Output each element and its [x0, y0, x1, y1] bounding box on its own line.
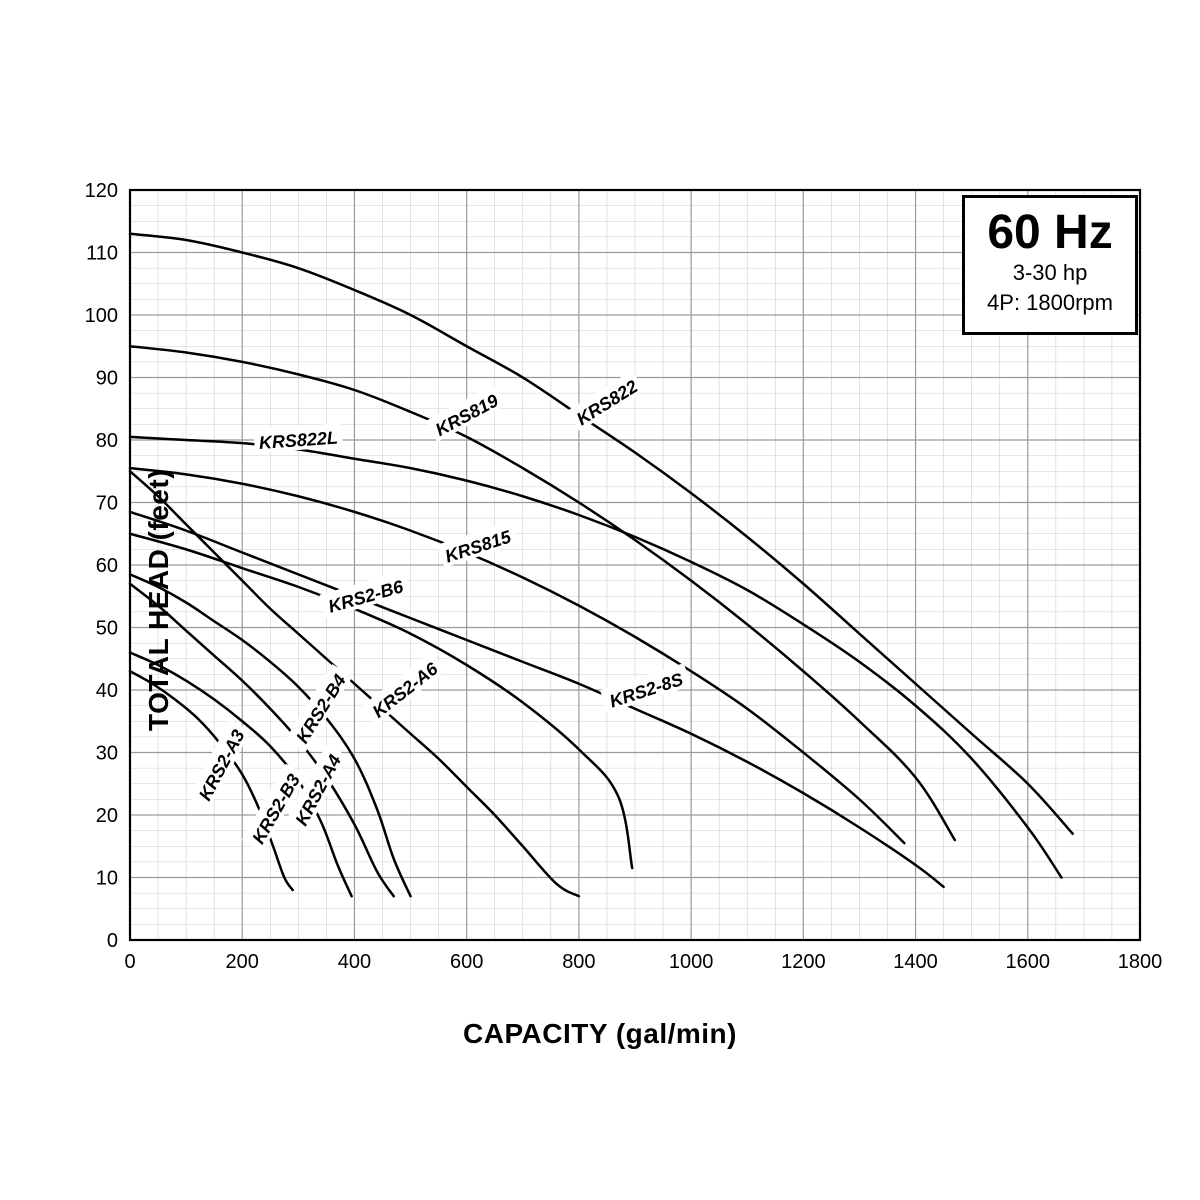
svg-text:1800: 1800 — [1118, 951, 1163, 973]
svg-text:400: 400 — [338, 951, 371, 973]
curve-label-KRS815: KRS815 — [437, 521, 518, 568]
y-axis-label: TOTAL HEAD (feet) — [143, 469, 175, 731]
svg-text:40: 40 — [96, 680, 118, 702]
svg-text:0: 0 — [124, 951, 135, 973]
curve-label-KRS822L: KRS822L — [253, 423, 343, 453]
svg-text:200: 200 — [226, 951, 259, 973]
info-box: 60 Hz 3-30 hp 4P: 1800rpm — [962, 195, 1138, 335]
info-box-title: 60 Hz — [987, 208, 1113, 258]
svg-text:90: 90 — [96, 368, 118, 390]
info-box-line1: 3-30 hp — [987, 258, 1113, 288]
info-box-line2: 4P: 1800rpm — [987, 288, 1113, 318]
svg-text:1600: 1600 — [1006, 951, 1051, 973]
svg-text:30: 30 — [96, 743, 118, 765]
svg-text:100: 100 — [85, 305, 118, 327]
x-axis-label: CAPACITY (gal/min) — [463, 1018, 737, 1050]
svg-text:50: 50 — [96, 618, 118, 640]
svg-text:1200: 1200 — [781, 951, 826, 973]
svg-text:800: 800 — [562, 951, 595, 973]
svg-text:1400: 1400 — [893, 951, 938, 973]
svg-text:1000: 1000 — [669, 951, 714, 973]
svg-text:70: 70 — [96, 493, 118, 515]
svg-text:60: 60 — [96, 555, 118, 577]
pump-curve-chart: 0 200 400 600 800 1000 1200 1400 1600 1800 0 10 20 30… — [0, 0, 1200, 1200]
curve-label-KRS2-B6: KRS2-B6 — [319, 571, 410, 619]
svg-text:80: 80 — [96, 430, 118, 452]
svg-text:10: 10 — [96, 868, 118, 890]
svg-text:20: 20 — [96, 805, 118, 827]
curve-KRS815 — [130, 468, 904, 843]
svg-text:110: 110 — [86, 243, 118, 265]
svg-text:0: 0 — [107, 930, 118, 952]
svg-text:120: 120 — [85, 180, 118, 202]
svg-text:600: 600 — [450, 951, 483, 973]
curve-label-KRS2-A6: KRS2-A6 — [362, 652, 446, 725]
